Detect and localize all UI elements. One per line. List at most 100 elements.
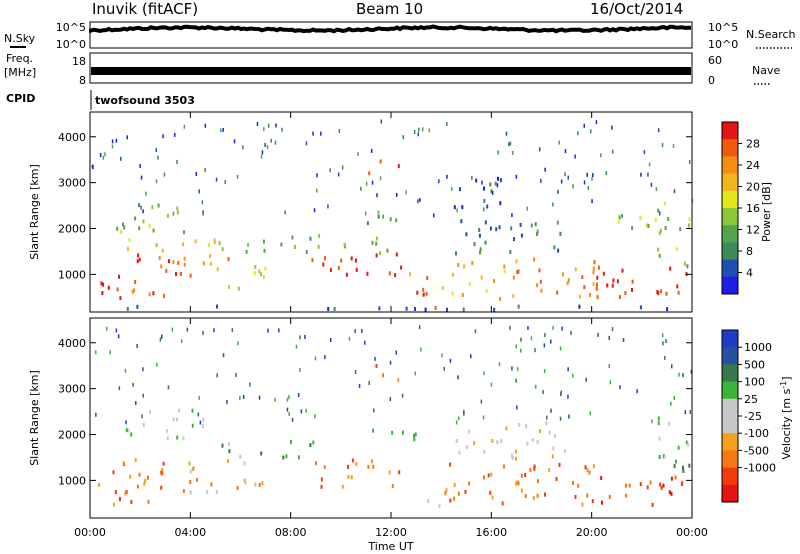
echo-cell [202,330,204,335]
echo-cell [491,190,494,195]
echo-cell [124,368,127,373]
echo-cell [316,188,318,193]
echo-cell [651,502,654,507]
echo-cell [562,272,565,277]
echo-cell [137,253,140,258]
echo-cell [611,327,614,332]
echo-cell [670,476,673,481]
echo-cell [118,386,121,391]
echo-cell [497,150,499,155]
velocity-colorbar-label-text: Velocity [m s [780,388,793,459]
echo-cell [572,373,574,378]
echo-cell [354,329,356,334]
echo-cell [567,394,569,399]
echo-cell [498,225,501,230]
velocity-colorbar-swatch [722,433,738,451]
echo-cell [540,178,542,183]
x-tick-label: 04:00 [174,526,206,539]
echo-cell [418,325,421,330]
power-colorbar-swatch [722,225,738,243]
echo-cell [659,211,661,216]
echo-cell [611,125,613,130]
y-tick-label: 1000 [58,474,86,487]
x-axis-label: Time UT [367,540,413,553]
echo-cell [517,269,520,274]
echo-cell [673,189,676,194]
echo-cell [314,461,317,466]
y-tick-label: 1000 [58,268,86,281]
echo-cell [409,272,411,277]
y-tick-label: 3000 [58,177,86,190]
echo-cell [216,304,218,309]
echo-cell [338,129,341,133]
echo-cell [595,286,598,291]
echo-cell [382,373,384,378]
echo-cell [495,227,498,232]
echo-cell [330,338,332,342]
echo-cell [138,203,140,208]
echo-cell [417,199,419,204]
echo-cell [654,217,657,222]
echo-cell [674,475,677,480]
echo-cell [280,242,283,247]
echo-cell [445,488,448,493]
echo-cell [586,172,588,177]
echo-cell [107,285,110,290]
echo-cell [249,382,251,387]
echo-cell [316,173,318,178]
echo-cell [99,153,102,158]
echo-cell [189,479,192,484]
echo-cell [511,213,513,218]
echo-cell [215,177,218,182]
echo-cell [122,461,125,466]
echo-cell [142,367,144,372]
station-title: Inuvik (fitACF) [92,0,199,18]
x-tick-label: 16:00 [475,526,507,539]
echo-cell [379,159,382,164]
y-tick-label: 4000 [58,131,86,144]
echo-cell [111,144,114,149]
echo-cell [263,248,266,253]
echo-cell [609,380,612,385]
echo-cell [557,189,559,194]
echo-cell [503,264,506,269]
echo-cell [138,226,141,231]
echo-cell [538,268,541,273]
velocity-colorbar-swatch [722,467,738,486]
power-colorbar-swatch [722,122,738,140]
echo-cell [592,282,595,286]
echo-cell [443,366,445,371]
power-colorbar-swatch [722,242,738,261]
echo-cell [294,245,296,249]
echo-cell [236,485,239,490]
echo-cell [158,256,161,260]
echo-cell [596,275,599,280]
echo-cell [189,490,192,495]
echo-cell [446,307,448,312]
echo-cell [657,128,660,133]
echo-cell [161,471,164,476]
echo-cell [337,266,340,271]
echo-cell [261,150,264,155]
echo-cell [299,368,301,372]
echo-cell [389,397,392,402]
echo-cell [682,373,684,378]
echo-cell [152,291,155,296]
echo-cell [355,462,358,466]
echo-cell [489,182,492,187]
noise-left-tick-top: 10^5 [56,21,86,34]
echo-cell [201,424,204,429]
power-colorbar-swatch [722,276,738,295]
echo-cell [468,481,471,486]
echo-cell [371,240,374,245]
echo-cell [516,405,518,410]
echo-cell [486,204,489,209]
echo-cell [640,172,642,177]
echo-cell [509,325,511,330]
echo-cell [618,215,621,220]
echo-cell [263,127,265,132]
x-tick-label: 00:00 [74,526,106,539]
echo-cell [468,429,471,434]
echo-cell [605,171,608,175]
echo-cell [314,414,316,419]
